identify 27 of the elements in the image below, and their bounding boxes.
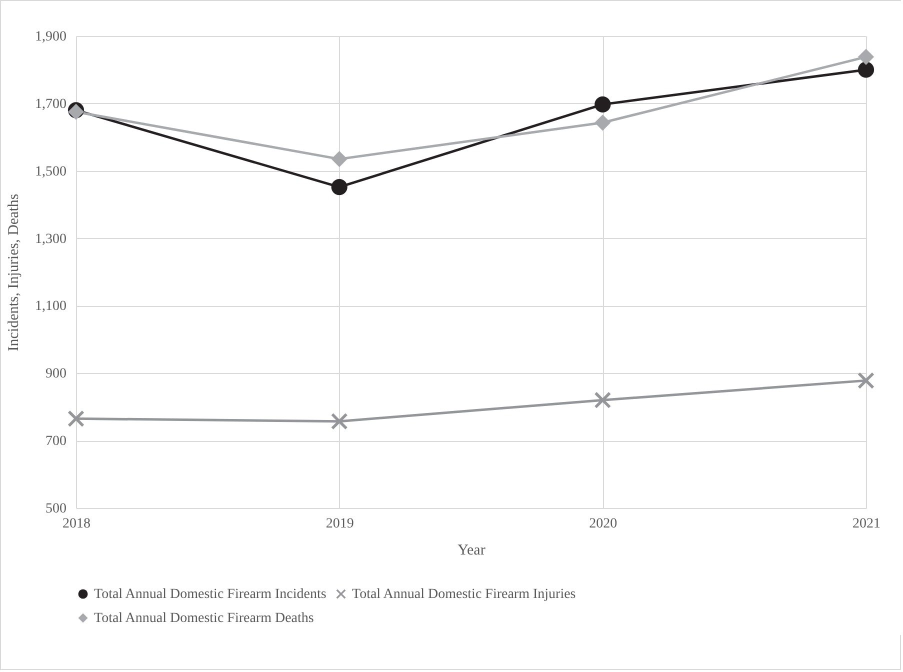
y-tick-label: 500 xyxy=(46,502,66,516)
y-tick-label: 1,700 xyxy=(35,96,66,112)
point xyxy=(858,62,874,78)
point xyxy=(331,413,348,430)
y-axis-title: Incidents, Injuries, Deaths xyxy=(6,194,22,352)
point xyxy=(68,410,84,427)
legend-label: Total Annual Domestic Firearm Deaths xyxy=(94,611,314,626)
y-tick-label: 1,300 xyxy=(35,232,66,247)
legend-label: Total Annual Domestic Firearm Injuries xyxy=(352,587,576,602)
point xyxy=(331,178,348,196)
legend-label: Total Annual Domestic Firearm Incidents xyxy=(94,587,326,602)
point xyxy=(594,392,611,408)
point xyxy=(331,150,348,168)
point xyxy=(858,48,874,65)
x-tick-label: 2021 xyxy=(852,516,880,532)
y-tick-label: 1,900 xyxy=(35,30,66,44)
y-tick-label: 700 xyxy=(46,434,66,450)
y-tick-label: 1,500 xyxy=(35,164,66,180)
y-tick-label: 1,100 xyxy=(35,299,66,314)
y-tick-label: 900 xyxy=(46,366,66,382)
x-tick-label: 2019 xyxy=(326,516,354,532)
x-tick-label: 2018 xyxy=(62,516,90,532)
x-tick-label: 2020 xyxy=(589,516,618,532)
x-axis-title: Year xyxy=(458,542,486,558)
point xyxy=(858,372,874,389)
point xyxy=(594,114,611,131)
point xyxy=(594,96,611,112)
